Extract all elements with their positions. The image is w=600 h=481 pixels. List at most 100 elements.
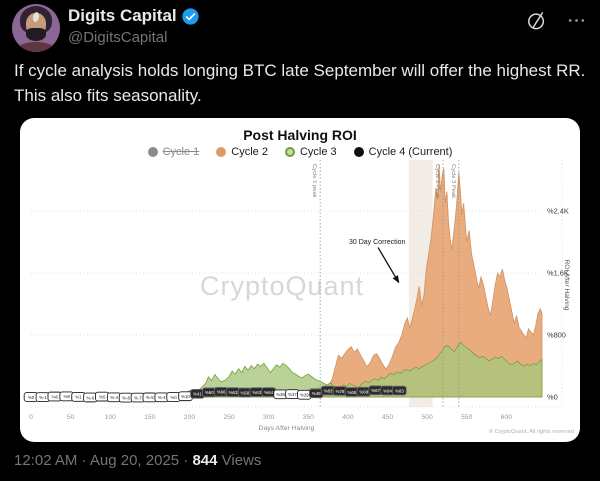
svg-text:%66: %66 xyxy=(217,390,226,395)
avatar[interactable] xyxy=(12,4,60,52)
svg-text:%87: %87 xyxy=(371,388,380,393)
svg-text:%48: %48 xyxy=(312,391,321,396)
avatar-body xyxy=(18,42,54,52)
svg-text:%58: %58 xyxy=(241,390,250,395)
timestamp[interactable]: 12:02 AM · Aug 20, 2025 xyxy=(14,452,180,469)
x-tick: 100 xyxy=(105,414,117,421)
svg-text:%-4: %-4 xyxy=(110,395,118,400)
watermark: CryptoQuant xyxy=(199,271,365,301)
svg-text:%-7: %-7 xyxy=(134,395,142,400)
author-block: Digits Capital @DigitsCapital xyxy=(68,6,200,46)
legend-label: Cycle 1 xyxy=(162,146,200,158)
grok-actions-icon[interactable] xyxy=(526,10,547,31)
more-options-icon[interactable] xyxy=(567,11,586,30)
author-name[interactable]: Digits Capital xyxy=(68,6,177,25)
y-axis-title: ROI After Halving xyxy=(563,260,570,311)
svg-text:%1: %1 xyxy=(75,395,82,400)
svg-text:%10: %10 xyxy=(181,394,190,399)
legend-item-cycle-2: Cycle 2 xyxy=(216,146,268,158)
svg-text:%41: %41 xyxy=(193,392,202,397)
y-tick: %800 xyxy=(547,330,566,339)
svg-text:%8: %8 xyxy=(63,394,70,399)
area-cycle-3 xyxy=(30,341,543,398)
svg-text:%-4: %-4 xyxy=(158,395,166,400)
peak-line-label: Cycle 3 Peak xyxy=(450,164,456,198)
x-tick: 300 xyxy=(263,414,275,421)
svg-text:%-1: %-1 xyxy=(39,395,47,400)
svg-text:%65: %65 xyxy=(347,390,356,395)
peak-line-label: Cycle 1 peak xyxy=(311,164,317,198)
legend-dot xyxy=(147,147,158,157)
svg-text:%-8: %-8 xyxy=(122,395,130,400)
chart-legend: Cycle 1 Cycle 2 Cycle 3 Cycle 4 (Current) xyxy=(20,146,580,158)
svg-text:%37: %37 xyxy=(288,392,297,397)
correction-arrow xyxy=(377,247,400,284)
x-tick: 450 xyxy=(382,414,394,421)
svg-text:%68: %68 xyxy=(359,390,368,395)
y-tick: %0 xyxy=(547,392,558,401)
legend-label: Cycle 3 xyxy=(299,146,337,158)
legend-dot xyxy=(216,147,227,157)
legend-label: Cycle 2 xyxy=(231,146,268,158)
legend-dot xyxy=(284,147,295,157)
cycle4-label: %8 xyxy=(59,391,74,402)
legend-label: Cycle 4 (Current) xyxy=(368,146,453,158)
svg-text:%6: %6 xyxy=(52,394,59,399)
cycle4-label: %60 xyxy=(202,387,217,398)
x-tick: 350 xyxy=(303,414,315,421)
svg-text:%64: %64 xyxy=(264,390,273,395)
post-halving-roi-plot: Cycle 1 peak Cycle 2 Peak Cycle 3 Peak %0 %-… xyxy=(23,160,574,435)
legend-item-cycle-4-current-: Cycle 4 (Current) xyxy=(353,146,453,158)
cycle4-label: %35 xyxy=(273,389,288,400)
legend-item-cycle-3: Cycle 3 xyxy=(284,146,337,158)
avatar-beard xyxy=(26,28,46,41)
x-tick: 0 xyxy=(29,414,33,421)
svg-text:%84: %84 xyxy=(383,388,392,393)
svg-text:%63: %63 xyxy=(229,390,238,395)
verified-badge-icon xyxy=(181,7,200,26)
x-tick: 400 xyxy=(342,414,354,421)
svg-text:%0: %0 xyxy=(170,395,177,400)
separator: · xyxy=(179,452,193,469)
legend-item-cycle-1: Cycle 1 xyxy=(147,146,200,158)
svg-text:%0: %0 xyxy=(28,395,35,400)
tweet-footer: 12:02 AM · Aug 20, 2025 · 844 Views xyxy=(14,452,261,469)
x-axis-title: Days After Halving xyxy=(259,425,315,432)
svg-text:%35: %35 xyxy=(276,392,285,397)
x-tick: 600 xyxy=(501,414,513,421)
svg-text:%-6: %-6 xyxy=(87,395,95,400)
cycle4-label: %-4 xyxy=(106,392,122,403)
cycle4-label: %58 xyxy=(237,387,253,398)
cycle4-label: %10 xyxy=(178,391,193,402)
cycle4-label: %83 xyxy=(392,385,407,396)
svg-text:%83: %83 xyxy=(324,388,333,393)
views-count: 844 xyxy=(192,452,218,469)
views-label: Views xyxy=(217,452,262,469)
legend-dot xyxy=(353,147,364,157)
x-tick: 150 xyxy=(144,414,156,421)
chart-copyright: © CryptoQuant. All rights reserved xyxy=(489,428,574,435)
cycle4-label: %-5 xyxy=(142,392,158,403)
svg-text:%78: %78 xyxy=(336,389,345,394)
tweet-text: If cycle analysis holds longing BTC late… xyxy=(14,61,586,105)
svg-text:%63: %63 xyxy=(252,390,261,395)
author-handle[interactable]: @DigitsCapital xyxy=(68,29,168,46)
x-tick: 550 xyxy=(461,414,473,421)
x-tick: 200 xyxy=(184,414,196,421)
cycle4-label: %-1 xyxy=(35,392,51,402)
svg-text:%60: %60 xyxy=(205,390,214,395)
chart-image[interactable]: Post Halving ROI Cycle 1 Cycle 2 Cycle 3 Cy… xyxy=(20,118,580,442)
y-tick: %1.6K xyxy=(547,268,569,277)
x-tick: 50 xyxy=(67,414,75,421)
svg-text:%5: %5 xyxy=(99,394,106,399)
svg-text:%-5: %-5 xyxy=(146,395,154,400)
svg-text:%29: %29 xyxy=(300,393,309,398)
svg-text:%83: %83 xyxy=(395,388,404,393)
x-tick: 250 xyxy=(223,414,235,421)
chart-title: Post Halving ROI xyxy=(243,127,357,143)
y-tick: %2.4K xyxy=(547,206,569,215)
correction-annotation: 30 Day Correction xyxy=(349,239,406,246)
x-tick: 500 xyxy=(421,414,433,421)
peak-line-label: Cycle 2 Peak xyxy=(434,164,440,198)
